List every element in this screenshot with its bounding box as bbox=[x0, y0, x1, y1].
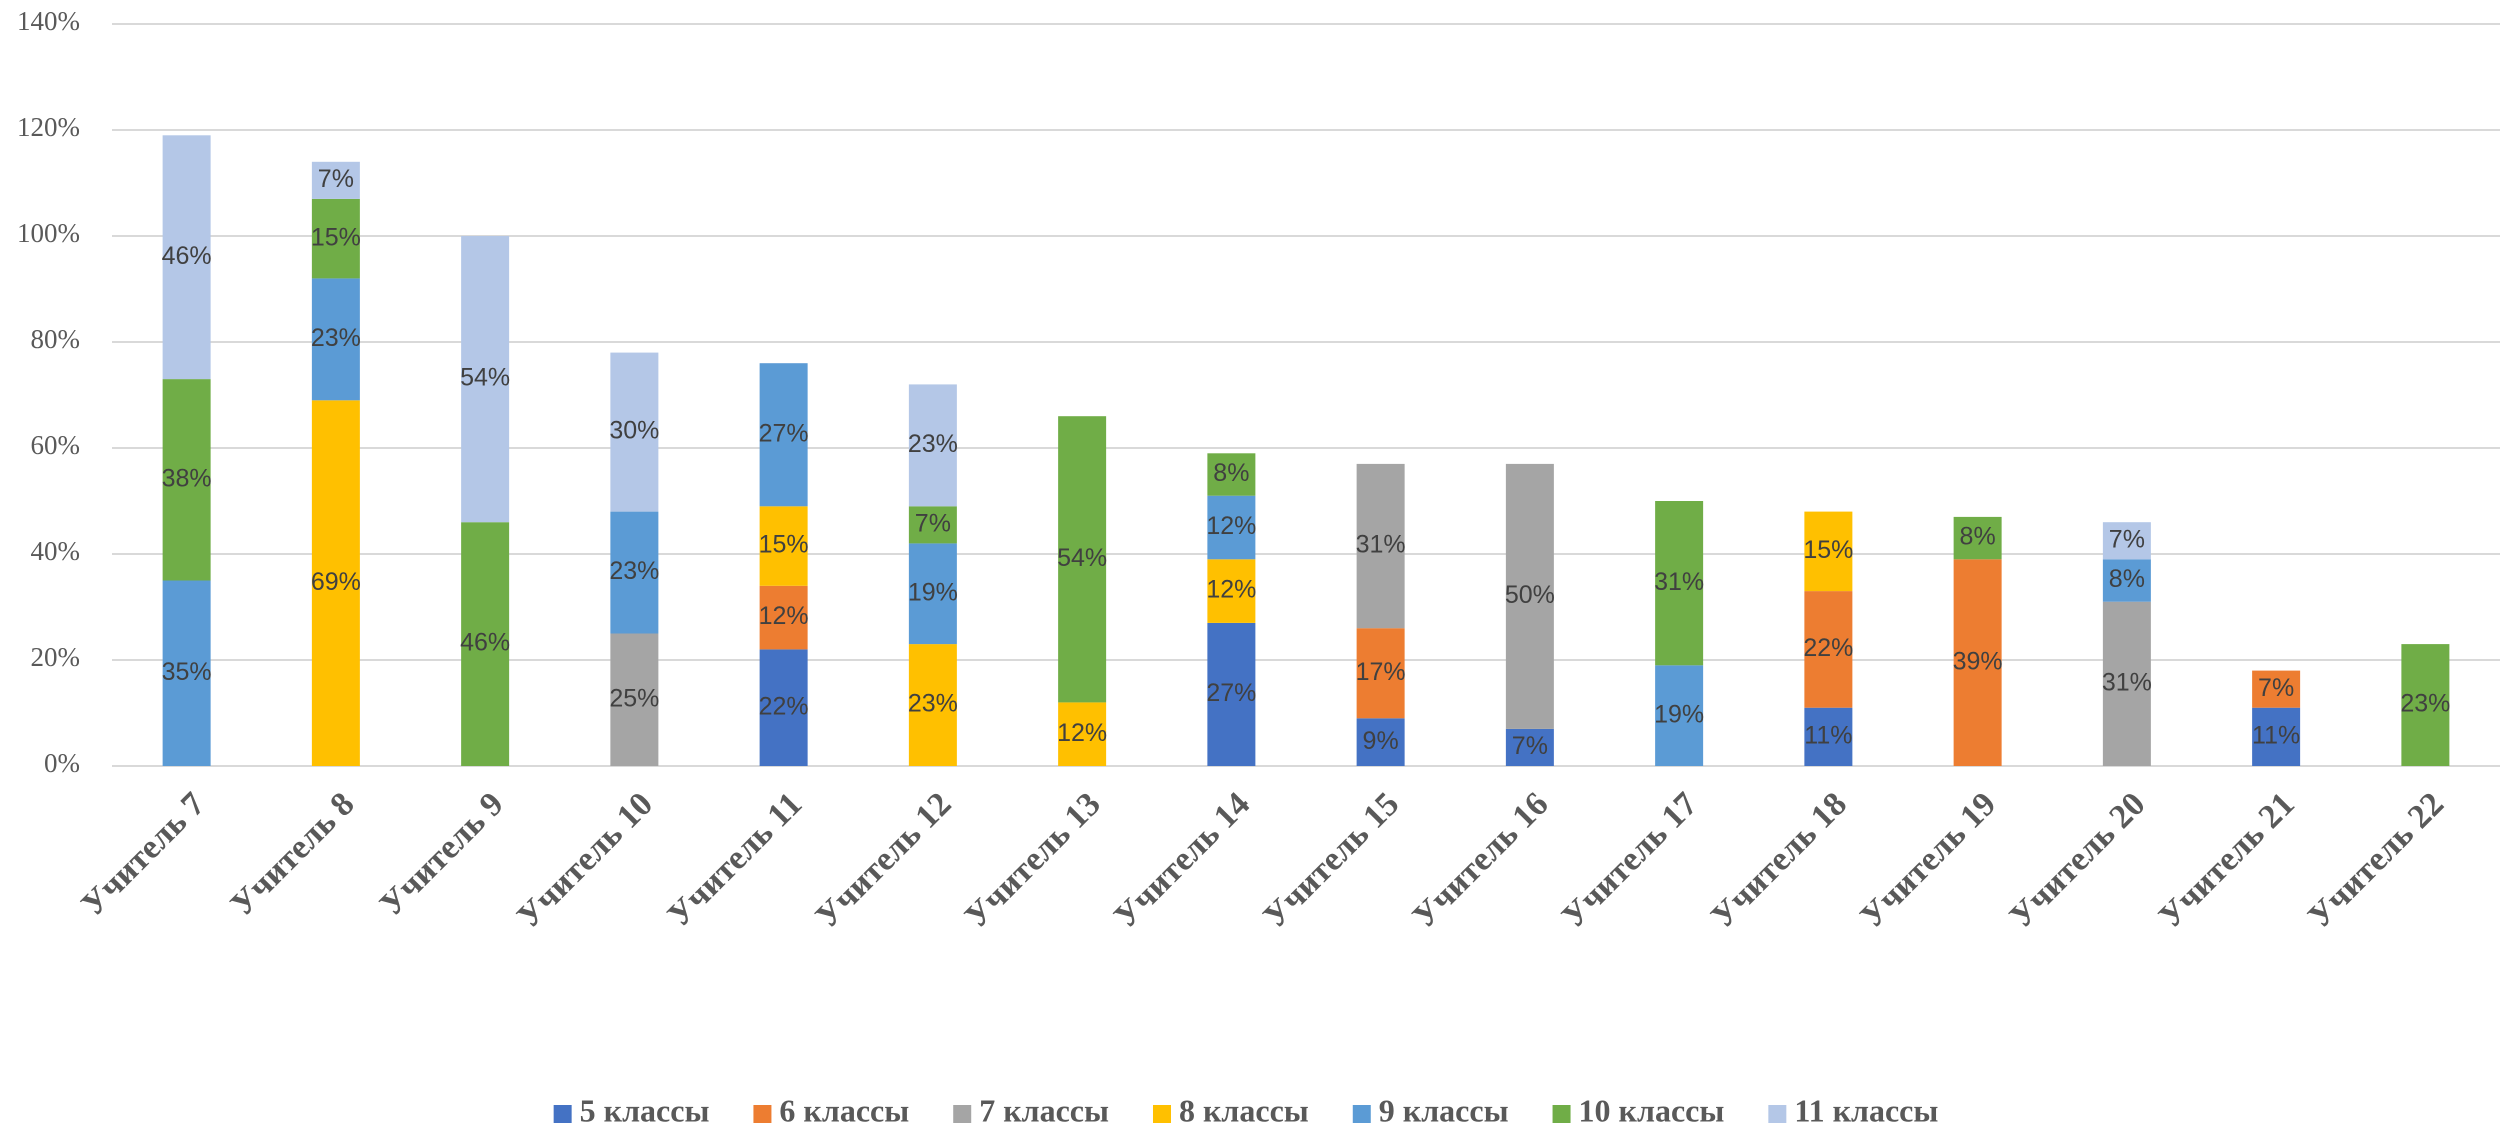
data-label: 7% bbox=[2109, 525, 2145, 553]
data-label: 15% bbox=[1803, 536, 1853, 564]
data-label: 19% bbox=[1654, 700, 1704, 728]
legend-label: 8 классы bbox=[1179, 1092, 1309, 1128]
y-tick-label: 60% bbox=[31, 430, 81, 460]
data-label: 11% bbox=[2252, 721, 2300, 749]
x-tick-label: Учитель 12 bbox=[809, 785, 959, 935]
legend-label: 7 классы bbox=[979, 1092, 1109, 1128]
x-tick-label: Учитель 18 bbox=[1704, 785, 1854, 935]
data-label: 30% bbox=[609, 417, 659, 445]
data-label: 23% bbox=[908, 430, 958, 458]
y-tick-label: 120% bbox=[17, 112, 80, 142]
data-label: 50% bbox=[1505, 581, 1555, 609]
data-label: 7% bbox=[915, 509, 951, 537]
y-tick-label: 40% bbox=[31, 536, 81, 566]
legend-label: 11 классы bbox=[1794, 1092, 1938, 1128]
data-label: 69% bbox=[311, 568, 361, 596]
legend-swatch bbox=[753, 1105, 771, 1123]
x-tick-label: Учитель 7 bbox=[74, 785, 212, 923]
x-tick-label: Учитель 13 bbox=[958, 785, 1108, 935]
x-tick-label: Учитель 10 bbox=[510, 785, 660, 935]
legend: 5 классы 6 классы 7 классы 8 классы 9 классы… bbox=[554, 1092, 1939, 1128]
y-tick-label: 140% bbox=[17, 6, 80, 36]
legend-swatch bbox=[1553, 1105, 1571, 1123]
data-label: 54% bbox=[460, 364, 510, 392]
data-label: 19% bbox=[908, 578, 958, 606]
data-label: 12% bbox=[1206, 576, 1256, 604]
x-tick-label: Учитель 9 bbox=[373, 785, 511, 923]
data-label: 31% bbox=[2102, 668, 2152, 696]
data-label: 23% bbox=[311, 324, 361, 352]
data-label: 17% bbox=[1356, 658, 1406, 686]
data-label: 38% bbox=[162, 464, 212, 492]
data-label: 46% bbox=[162, 242, 212, 270]
data-label: 25% bbox=[609, 684, 659, 712]
legend-label: 10 классы bbox=[1579, 1092, 1725, 1128]
data-label: 8% bbox=[2109, 565, 2145, 593]
data-label: 22% bbox=[759, 692, 809, 720]
y-tick-label: 20% bbox=[31, 642, 81, 672]
data-label: 8% bbox=[1960, 523, 1996, 551]
x-tick-label: Учитель 17 bbox=[1555, 785, 1705, 935]
data-label: 31% bbox=[1356, 531, 1406, 559]
data-label: 12% bbox=[1206, 512, 1256, 540]
data-label: 7% bbox=[318, 165, 354, 193]
legend-label: 9 классы bbox=[1379, 1092, 1509, 1128]
y-tick-label: 0% bbox=[44, 748, 80, 778]
data-label: 54% bbox=[1057, 544, 1107, 572]
legend-swatch bbox=[953, 1105, 971, 1123]
legend-swatch bbox=[1153, 1105, 1171, 1123]
data-label: 23% bbox=[908, 690, 958, 718]
data-label: 23% bbox=[2400, 690, 2450, 718]
legend-swatch bbox=[1768, 1105, 1786, 1123]
data-label: 9% bbox=[1363, 727, 1399, 755]
data-label: 35% bbox=[162, 658, 212, 686]
data-label: 39% bbox=[1953, 647, 2003, 675]
data-label: 15% bbox=[759, 531, 809, 559]
x-tick-label: Учитель 16 bbox=[1406, 785, 1556, 935]
data-label: 22% bbox=[1803, 634, 1853, 662]
x-tick-label: Учитель 11 bbox=[661, 785, 810, 934]
legend-swatch bbox=[1353, 1105, 1371, 1123]
x-tick-label: Учитель 22 bbox=[2301, 785, 2451, 935]
x-tick-label: Учитель 19 bbox=[1853, 785, 2003, 935]
legend-swatch bbox=[554, 1105, 572, 1123]
data-label: 12% bbox=[759, 602, 809, 630]
legend-label: 6 классы bbox=[779, 1092, 909, 1128]
y-tick-label: 100% bbox=[17, 218, 80, 248]
data-label: 27% bbox=[1206, 679, 1256, 707]
data-label: 15% bbox=[311, 223, 361, 251]
x-tick-label: Учитель 21 bbox=[2152, 785, 2302, 935]
chart: 0% 20% 40% 60% 80% 100% 120% 140% Учитель 7 35% 38… bbox=[0, 0, 2501, 1133]
x-tick-label: Учитель 15 bbox=[1256, 785, 1406, 935]
x-tick-label: Учитель 14 bbox=[1107, 785, 1257, 935]
data-label: 8% bbox=[1213, 459, 1249, 487]
data-label: 31% bbox=[1654, 568, 1704, 596]
data-label: 12% bbox=[1057, 719, 1107, 747]
data-label: 23% bbox=[609, 557, 659, 585]
data-label: 27% bbox=[759, 419, 809, 447]
x-tick-label: Учитель 8 bbox=[224, 785, 362, 923]
data-label: 11% bbox=[1804, 721, 1852, 749]
legend-label: 5 классы bbox=[580, 1092, 710, 1128]
x-tick-label: Учитель 20 bbox=[2003, 785, 2153, 935]
data-label: 7% bbox=[1512, 732, 1548, 760]
data-label: 7% bbox=[2258, 674, 2294, 702]
y-tick-label: 80% bbox=[31, 324, 81, 354]
data-label: 46% bbox=[460, 629, 510, 657]
